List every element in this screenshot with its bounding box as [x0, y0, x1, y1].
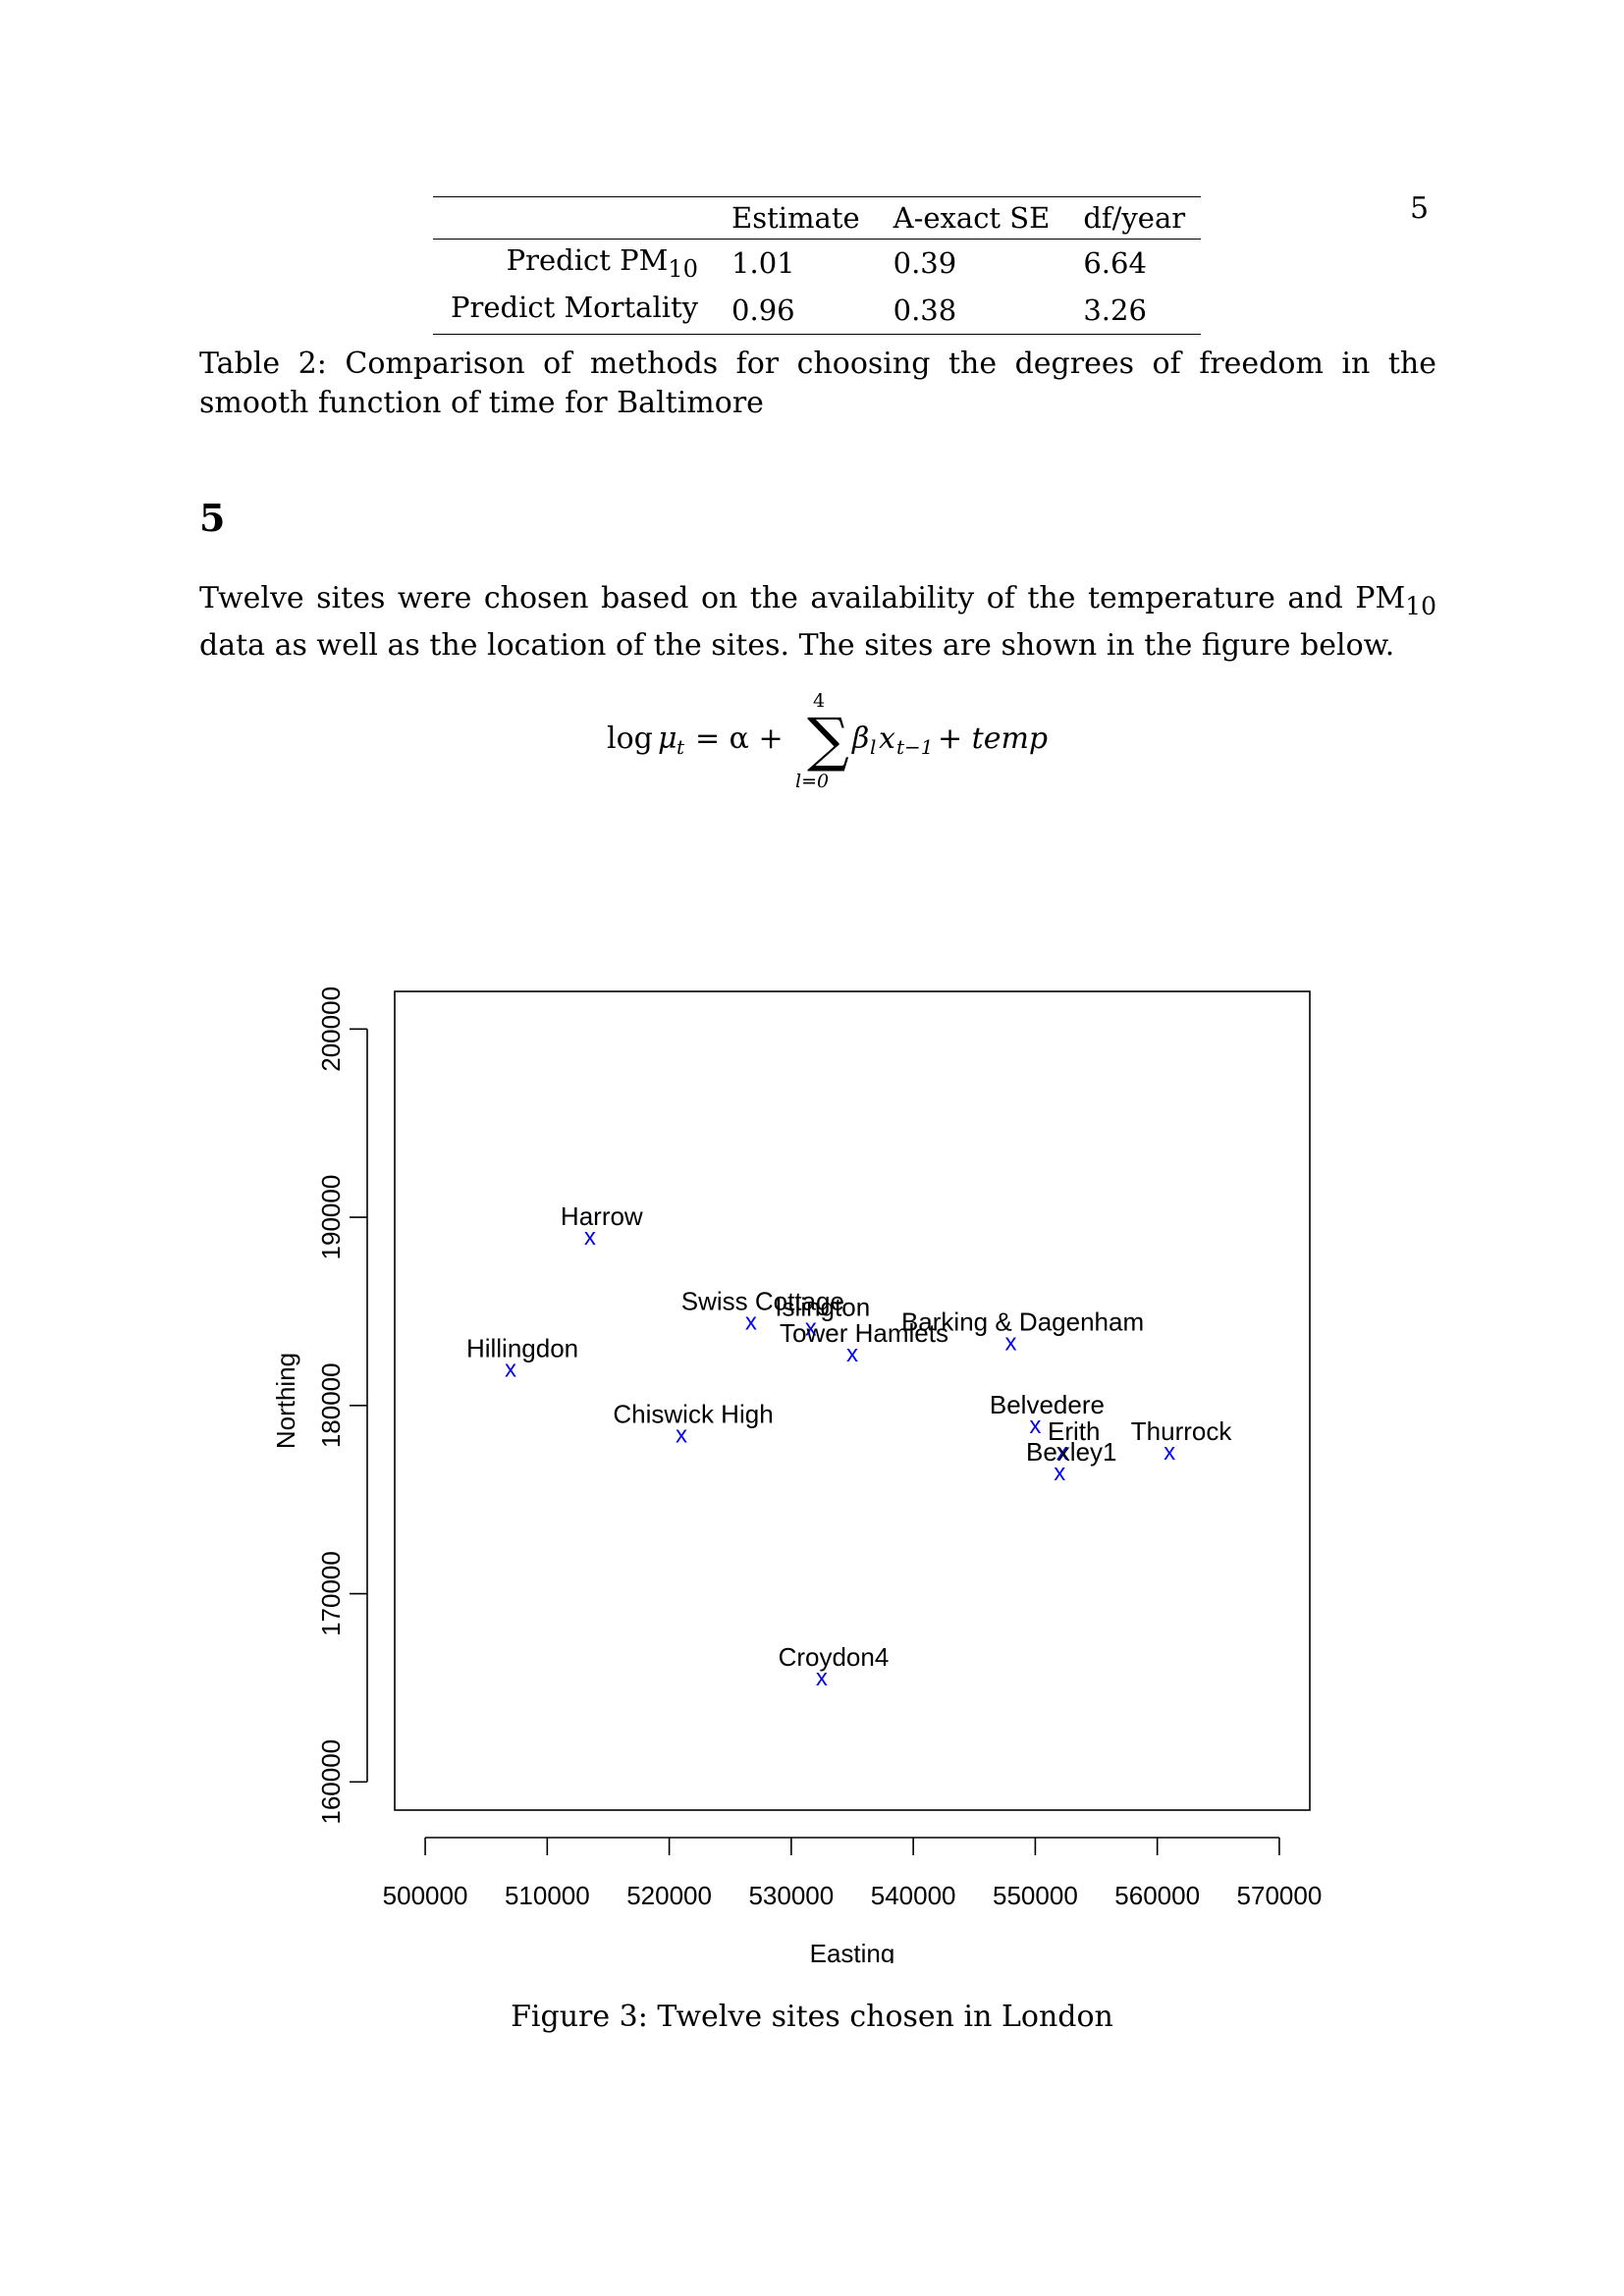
table-row-label: Predict Mortality [451, 290, 699, 324]
sum-symbol-icon: ∑ [807, 706, 849, 774]
results-table: Estimate A-exact SE df/year Predict PM10… [433, 196, 1202, 335]
page-number: 5 [1410, 191, 1430, 226]
eq-x: x [879, 721, 895, 756]
x-tick-label: 570000 [1237, 1881, 1323, 1910]
y-tick-label: 160000 [316, 1739, 346, 1825]
table-row: Predict PM10 1.01 0.39 6.64 [433, 240, 1201, 287]
table-cell: 3.26 [1083, 293, 1147, 327]
x-tick-label: 500000 [383, 1881, 468, 1910]
table-cell: 1.01 [731, 245, 795, 280]
site-marker-icon: x [816, 1665, 828, 1691]
table-cell: 0.38 [893, 293, 957, 327]
eq-sum-lower: l=0 [795, 771, 829, 792]
y-axis-label: Northing [271, 1353, 300, 1449]
table-caption: Table 2: Comparison of methods for choos… [199, 347, 1436, 420]
section-heading: 5 [199, 496, 226, 540]
site-marker-icon: x [676, 1422, 687, 1449]
site-label: Bexley1 [1026, 1437, 1117, 1467]
site-marker-icon: x [846, 1341, 858, 1367]
eq-log: log [607, 721, 653, 756]
site-label: Erith [1048, 1416, 1100, 1446]
y-tick-label: 200000 [316, 987, 346, 1072]
site-label: Tower Hamlets [780, 1318, 948, 1348]
x-tick-label: 560000 [1114, 1881, 1200, 1910]
site-label: Harrow [561, 1201, 643, 1231]
eq-tail: + temp [938, 721, 1048, 756]
site-scatter-plot: 500000 510000 520000 530000 540000 550000 5600… [271, 987, 1323, 1963]
table-header-cell [433, 196, 715, 240]
site-label: Thurrock [1131, 1416, 1233, 1446]
site-label: Swiss Cottage [681, 1287, 844, 1316]
y-tick-label: 190000 [316, 1175, 346, 1260]
x-tick-label: 530000 [748, 1881, 834, 1910]
site-marker-icon: x [805, 1314, 817, 1341]
site-label: Croydon4 [779, 1642, 890, 1672]
site-label: Belvedere [990, 1390, 1105, 1419]
site-marker-icon: x [1054, 1460, 1065, 1486]
eq-mu-sub: t [677, 735, 685, 759]
x-tick-label: 510000 [505, 1881, 590, 1910]
eq-mu: μ [658, 721, 677, 756]
site-marker-icon: x [1005, 1330, 1017, 1357]
figure-caption: Figure 3: Twelve sites chosen in London [511, 2000, 1113, 2034]
y-tick-label: 170000 [316, 1551, 346, 1636]
table-cell: 0.96 [731, 293, 795, 327]
table-header-cell: df/year [1065, 196, 1202, 240]
table-cell: 0.39 [893, 245, 957, 280]
x-tick-label: 540000 [871, 1881, 956, 1910]
y-tick-label: 180000 [316, 1362, 346, 1448]
x-tick-label: 520000 [626, 1881, 712, 1910]
plot-frame [394, 990, 1311, 1811]
x-axis-label: Easting [810, 1939, 895, 1963]
site-marker-icon: x [505, 1356, 516, 1382]
eq-sum-upper: 4 [813, 690, 825, 712]
table-cell: 6.64 [1083, 245, 1147, 280]
body-paragraph: Twelve sites were chosen based on the av… [199, 581, 1436, 663]
table-header-cell: A-exact SE [875, 196, 1066, 240]
eq-beta: β [851, 721, 869, 756]
table-row-label: Predict PM10 [506, 243, 699, 283]
site-marker-icon: x [584, 1224, 596, 1251]
table-row: Predict Mortality 0.96 0.38 3.26 [433, 287, 1201, 334]
site-label: Barking & Dagenham [901, 1308, 1144, 1337]
site-label: Islington [775, 1292, 870, 1321]
eq-x-sub: t−1 [896, 735, 934, 759]
eq-beta-sub: l [870, 735, 876, 759]
equation: log μ t = α + ∑ 4 l=0 β l x t−1 + temp [599, 687, 1051, 795]
table-header-row: Estimate A-exact SE df/year [433, 196, 1202, 240]
table-header-cell: Estimate [714, 196, 876, 240]
site-marker-icon: x [745, 1309, 757, 1336]
eq-alpha: = α + [695, 721, 784, 756]
site-marker-icon: x [1056, 1439, 1068, 1466]
site-marker-icon: x [1164, 1439, 1175, 1466]
x-tick-label: 550000 [993, 1881, 1078, 1910]
site-label: Hillingdon [466, 1333, 578, 1362]
site-marker-icon: x [1029, 1413, 1041, 1439]
site-label: Chiswick High [613, 1400, 773, 1429]
